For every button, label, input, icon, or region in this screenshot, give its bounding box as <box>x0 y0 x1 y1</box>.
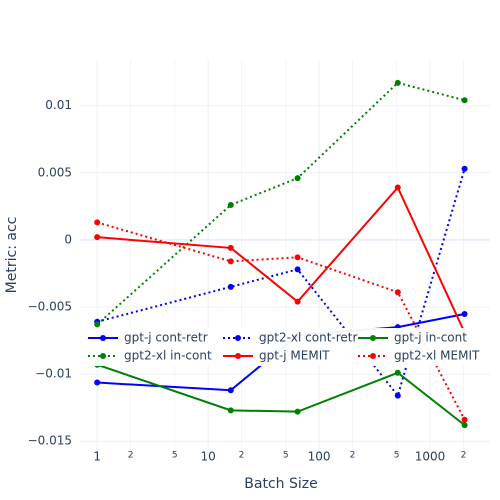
data-point <box>294 408 301 415</box>
data-point <box>394 392 401 399</box>
x-axis-title: Batch Size <box>244 476 317 492</box>
y-tick-label: −0.005 <box>28 299 72 313</box>
data-point <box>394 184 401 191</box>
legend-label: gpt2-xl in-cont <box>124 349 212 363</box>
data-point <box>294 175 301 182</box>
x-tick-label: 2 <box>350 451 356 461</box>
data-point <box>94 219 101 226</box>
grid <box>80 60 490 460</box>
y-tick-label: −0.015 <box>28 434 72 448</box>
x-tick-label: 5 <box>283 451 289 461</box>
y-tick-label: −0.01 <box>35 367 72 381</box>
legend-label: gpt2-xl MEMIT <box>394 349 480 363</box>
data-point <box>461 97 468 104</box>
data-point <box>227 283 234 290</box>
legend-marker <box>370 353 376 359</box>
data-point <box>227 258 234 265</box>
legend-label: gpt2-xl cont-retr <box>259 331 357 345</box>
data-point <box>94 234 101 241</box>
data-point <box>227 244 234 251</box>
data-point <box>394 369 401 376</box>
data-point <box>94 379 101 386</box>
data-point <box>461 422 468 429</box>
legend-label: gpt-j in-cont <box>394 331 467 345</box>
x-tick-label: 100 <box>308 450 331 464</box>
x-tick-label: 2 <box>461 451 467 461</box>
data-point <box>227 407 234 414</box>
x-tick-label: 1000 <box>415 450 446 464</box>
y-tick-label: 0.01 <box>45 98 72 112</box>
x-tick-label: 2 <box>128 451 134 461</box>
legend-marker <box>100 353 106 359</box>
legend-marker <box>370 335 376 341</box>
data-point <box>394 289 401 296</box>
legend: gpt-j cont-retr gpt2-xl cont-retr gpt-j in… <box>86 328 486 366</box>
x-tick-label: 10 <box>201 450 216 464</box>
data-point <box>461 416 468 423</box>
data-point <box>294 266 301 273</box>
legend-label: gpt-j cont-retr <box>124 331 208 345</box>
legend-label: gpt-j MEMIT <box>259 349 330 363</box>
data-point <box>294 254 301 261</box>
data-point <box>94 321 101 328</box>
axes: 1 2 5 10 2 5 100 2 5 1000 2 −0.015 −0.01 −0.005 0 0.005… <box>28 98 467 463</box>
x-tick-label: 5 <box>394 451 400 461</box>
data-point <box>227 387 234 394</box>
legend-box <box>86 328 486 366</box>
data-point <box>461 165 468 172</box>
data-point <box>394 79 401 86</box>
legend-marker <box>235 353 241 359</box>
legend-marker <box>235 335 241 341</box>
data-point <box>461 310 468 317</box>
data-point <box>227 201 234 208</box>
x-tick-label: 1 <box>93 450 101 464</box>
data-point <box>294 298 301 305</box>
x-tick-label: 5 <box>172 451 178 461</box>
y-tick-label: 0 <box>64 232 72 246</box>
y-tick-label: 0.005 <box>38 165 72 179</box>
x-tick-label: 2 <box>239 451 245 461</box>
legend-marker <box>100 335 106 341</box>
y-axis-title: Metric: acc <box>4 217 20 294</box>
